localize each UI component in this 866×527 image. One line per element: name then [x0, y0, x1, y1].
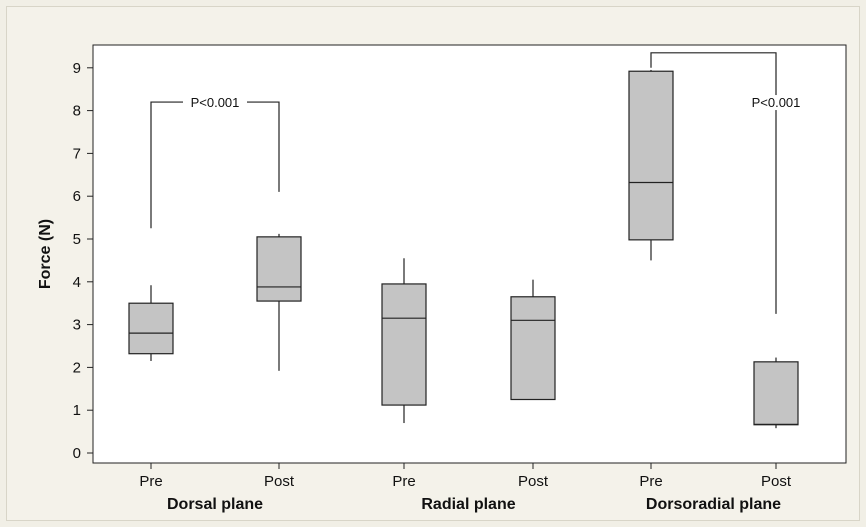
y-tick-label: 1	[73, 402, 81, 419]
group-label: Radial plane	[421, 496, 515, 513]
y-tick-label: 3	[73, 317, 81, 334]
y-tick-label: 8	[73, 103, 81, 120]
box-iqr	[510, 296, 556, 401]
x-tick-label: Pre	[139, 473, 162, 490]
x-tick-label: Post	[264, 473, 295, 490]
y-tick-label: 4	[73, 274, 81, 291]
box-iqr	[128, 302, 174, 355]
box-dorsoradial-plane-pre	[628, 69, 674, 261]
box-dorsoradial-plane-post	[753, 357, 799, 429]
box-iqr	[381, 283, 427, 406]
annotation-bg	[183, 95, 247, 111]
box-iqr	[753, 361, 799, 426]
bracket-line	[650, 52, 777, 314]
y-tick-label: 2	[73, 359, 81, 376]
box-radial-plane-pre	[381, 258, 427, 424]
significance-bracket: P<0.001	[150, 95, 280, 229]
box-dorsal-plane-post	[256, 233, 302, 371]
significance-bracket: P<0.001	[650, 52, 808, 314]
group-label: Dorsal plane	[167, 496, 263, 513]
annotations: P<0.001 P<0.001	[150, 52, 808, 314]
box-iqr	[628, 70, 674, 241]
p-value-label: P<0.001	[752, 95, 801, 110]
box-dorsal-plane-pre	[128, 285, 174, 361]
boxes	[128, 69, 799, 429]
y-tick-label: 0	[73, 445, 81, 462]
p-value-label: P<0.001	[191, 95, 240, 110]
axes	[150, 463, 777, 469]
x-tick-label: Post	[761, 473, 792, 490]
y-tick-label: 6	[73, 188, 81, 205]
annotation-bg	[744, 95, 808, 111]
group-label: Dorsoradial plane	[646, 496, 781, 513]
x-tick-label: Post	[518, 473, 549, 490]
plot-area	[92, 44, 847, 464]
y-tick-label: 7	[73, 145, 81, 162]
x-tick-label: Pre	[392, 473, 415, 490]
y-tick-label: 9	[73, 60, 81, 77]
y-tick-label: 5	[73, 231, 81, 248]
y-axis-ticks: 0 1 2 3 4 5 6 7 8 9	[73, 60, 93, 462]
box-iqr	[256, 236, 302, 302]
box-radial-plane-post	[510, 279, 556, 401]
x-tick-label: Pre	[639, 473, 662, 490]
y-axis-label: Force (N)	[37, 219, 54, 289]
